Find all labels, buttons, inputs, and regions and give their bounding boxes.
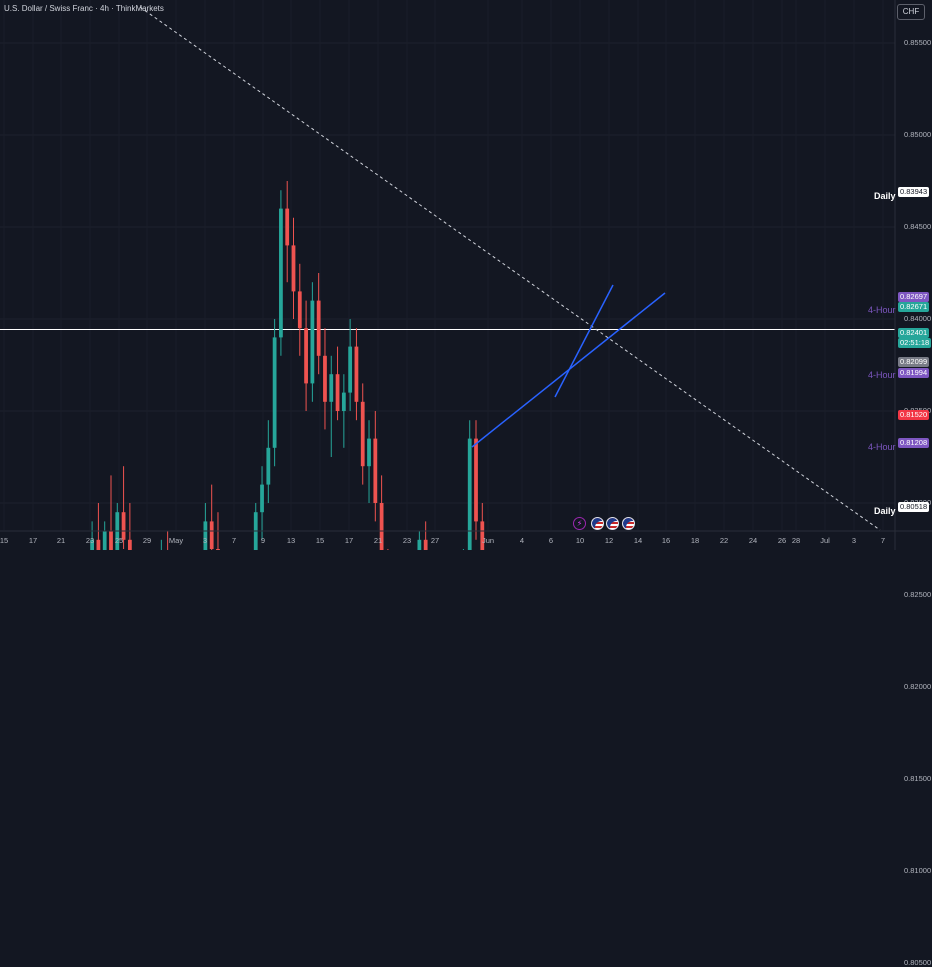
price-axis-label: 0.82099 xyxy=(898,357,930,367)
daily-level-label: Daily xyxy=(874,506,896,516)
price-axis-label: 0.80518 xyxy=(898,502,930,512)
time-tick-label: 21 xyxy=(56,536,66,545)
candle-body xyxy=(304,328,308,384)
time-tick-label: 7 xyxy=(231,536,237,545)
us-flag-icon[interactable] xyxy=(591,517,604,530)
candle-body xyxy=(373,438,378,503)
countdown-label: 02:51:18 xyxy=(898,338,932,348)
candle-body xyxy=(209,521,214,549)
time-tick-label: 28 xyxy=(791,536,801,545)
daily-level-label: Daily xyxy=(874,191,896,201)
time-tick-label: 25 xyxy=(114,536,124,545)
price-axis-label: 0.81208 xyxy=(898,438,930,448)
candle-body xyxy=(354,346,359,402)
candle-body xyxy=(291,245,296,292)
candle-body xyxy=(90,539,94,550)
candle-body xyxy=(272,337,277,448)
four-hour-level-label: 4-Hour xyxy=(868,442,896,452)
candle-body xyxy=(323,355,327,402)
time-tick-label: 22 xyxy=(719,536,729,545)
candle-body xyxy=(297,291,302,329)
time-tick-label: 26 xyxy=(777,536,787,545)
candle-body xyxy=(467,438,472,550)
time-tick-label: 7 xyxy=(880,536,886,545)
price-tick-label: 0.84000 xyxy=(904,314,932,323)
price-axis-label: 0.82671 xyxy=(898,302,930,312)
time-tick-label: 14 xyxy=(633,536,643,545)
time-tick-label: Jun xyxy=(481,536,495,545)
candle-body xyxy=(266,447,271,485)
candle-body xyxy=(127,539,132,550)
candle-body xyxy=(480,521,485,550)
candle-body xyxy=(279,208,283,338)
time-tick-label: 6 xyxy=(548,536,554,545)
candle-body xyxy=(423,539,428,550)
price-tick-label: 0.81000 xyxy=(904,866,932,875)
time-tick-label: Jul xyxy=(820,536,830,545)
candle-body xyxy=(329,374,334,402)
candle-body xyxy=(260,484,264,513)
time-tick-label: May xyxy=(168,536,184,545)
chart-title: U.S. Dollar / Swiss Franc · 4h · ThinkMa… xyxy=(4,4,164,13)
time-tick-label: 15 xyxy=(315,536,325,545)
ascending-trendline-steep xyxy=(554,284,614,398)
price-tick-label: 0.80500 xyxy=(904,958,932,967)
time-tick-label: 17 xyxy=(28,536,38,545)
price-tick-label: 0.82000 xyxy=(904,682,932,691)
candle-body xyxy=(96,539,101,550)
price-tick-label: 0.85500 xyxy=(904,38,932,47)
time-tick-label: 23 xyxy=(85,536,95,545)
candle-body xyxy=(379,503,384,550)
candle-body xyxy=(348,346,353,393)
candle-body xyxy=(121,512,126,540)
candle-body xyxy=(360,401,365,467)
price-tick-label: 0.85000 xyxy=(904,130,932,139)
candle-body xyxy=(102,530,107,550)
price-chart[interactable] xyxy=(0,0,932,550)
descending-trendline xyxy=(139,6,881,531)
time-tick-label: 15 xyxy=(0,536,9,545)
price-axis-label: 0.81520 xyxy=(898,410,930,420)
time-tick-label: 3 xyxy=(202,536,208,545)
candle-body xyxy=(335,374,340,411)
us-flag-icon[interactable] xyxy=(606,517,619,530)
four-hour-level-label: 4-Hour xyxy=(868,305,896,315)
time-tick-label: 13 xyxy=(286,536,296,545)
time-tick-label: 10 xyxy=(575,536,585,545)
price-axis-label: 0.81994 xyxy=(898,368,930,378)
time-tick-label: 3 xyxy=(851,536,857,545)
lightning-icon[interactable]: ⚡ xyxy=(573,517,586,530)
price-tick-label: 0.82500 xyxy=(904,590,932,599)
candle-body xyxy=(367,438,371,467)
price-tick-label: 0.84500 xyxy=(904,222,932,231)
four-hour-level-label: 4-Hour xyxy=(868,370,896,380)
time-tick-label: 17 xyxy=(344,536,354,545)
time-tick-label: 23 xyxy=(402,536,412,545)
candle-body xyxy=(109,530,113,550)
candle-body xyxy=(341,392,346,411)
candle-body xyxy=(285,208,290,246)
time-tick-label: 4 xyxy=(519,536,525,545)
time-tick-label: 18 xyxy=(690,536,700,545)
time-tick-label: 9 xyxy=(260,536,266,545)
price-axis-label: 0.82697 xyxy=(898,292,930,302)
price-tick-label: 0.81500 xyxy=(904,774,932,783)
time-tick-label: 27 xyxy=(430,536,440,545)
us-flag-icon[interactable] xyxy=(622,517,635,530)
time-tick-label: 12 xyxy=(604,536,614,545)
time-tick-label: 16 xyxy=(661,536,671,545)
candle-body xyxy=(474,438,478,522)
price-axis-label: 0.82401 xyxy=(898,328,930,338)
price-axis-label: 0.83943 xyxy=(898,187,930,197)
candle-body xyxy=(310,300,315,384)
time-tick-label: 21 xyxy=(373,536,383,545)
time-tick-label: 29 xyxy=(142,536,152,545)
currency-button[interactable]: CHF xyxy=(897,4,925,20)
candle-body xyxy=(203,521,208,550)
time-tick-label: 24 xyxy=(748,536,758,545)
candle-body xyxy=(316,300,321,356)
candle-body xyxy=(417,539,422,550)
